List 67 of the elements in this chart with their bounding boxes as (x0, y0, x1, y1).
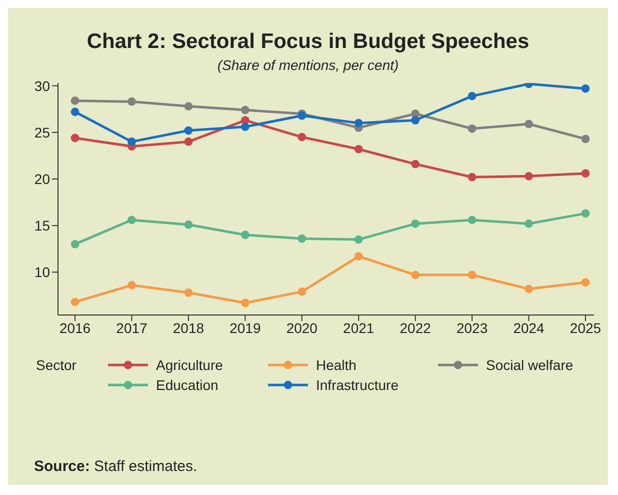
point (298, 288, 306, 296)
legend-label: Agriculture (156, 357, 223, 373)
point (184, 138, 193, 146)
x-tick-label: 2025 (570, 320, 602, 336)
point (70, 96, 80, 105)
point (468, 270, 476, 280)
point (411, 160, 420, 168)
y-tick-label: 20 (34, 170, 50, 187)
point (581, 84, 590, 93)
x-tick-label: 2016 (59, 320, 91, 336)
point (468, 124, 476, 133)
legend-label: Health (316, 357, 356, 373)
x-tick-label: 2019 (230, 320, 261, 336)
legend-label: Education (156, 377, 218, 393)
point (298, 132, 306, 142)
x-tick-label: 2018 (172, 320, 204, 336)
point (184, 102, 193, 110)
point (128, 138, 136, 146)
y-tick-label: 15 (34, 218, 50, 234)
point (240, 122, 250, 131)
point (128, 97, 136, 106)
point (298, 234, 306, 243)
point (581, 169, 590, 178)
x-tick-label: 2021 (343, 320, 374, 336)
point (240, 230, 250, 240)
x-tick-label: 2020 (286, 320, 318, 336)
legend-label: Social welfare (486, 357, 574, 373)
point (128, 216, 136, 224)
point (184, 126, 193, 135)
point (468, 92, 476, 100)
point (70, 298, 80, 306)
legend-title: Sector (36, 357, 78, 375)
point (581, 278, 590, 287)
x-tick-label: 2023 (456, 320, 488, 336)
y-tick-label: 25 (34, 124, 50, 140)
point (468, 216, 476, 224)
point (524, 284, 533, 294)
point (240, 298, 250, 308)
point (581, 134, 590, 144)
point (468, 172, 476, 182)
point (184, 288, 193, 297)
point (184, 220, 193, 229)
point (354, 252, 363, 260)
point (524, 120, 533, 128)
point (354, 235, 363, 244)
point (128, 280, 136, 290)
point (70, 108, 80, 116)
point (354, 118, 363, 128)
point (411, 270, 420, 280)
legend-label: Infrastructure (316, 377, 398, 393)
chart-title: Chart 2: Sectoral Focus in Budget Speeches (86, 30, 530, 54)
y-tick-label: 10 (34, 264, 50, 280)
y-tick-label: 30 (34, 78, 50, 94)
point (354, 144, 363, 154)
x-tick-label: 2017 (116, 320, 148, 336)
point (70, 134, 80, 142)
point (411, 116, 420, 124)
point (240, 106, 250, 114)
source-note: Source: Staff estimates. (34, 458, 198, 475)
point (411, 219, 420, 228)
x-tick-label: 2022 (400, 320, 432, 336)
chart-subtitle: (Share of mentions, per cent) (216, 57, 400, 73)
point (524, 219, 533, 228)
point (524, 172, 533, 180)
point (70, 240, 80, 248)
point (581, 209, 590, 218)
x-tick-label: 2024 (513, 320, 545, 336)
